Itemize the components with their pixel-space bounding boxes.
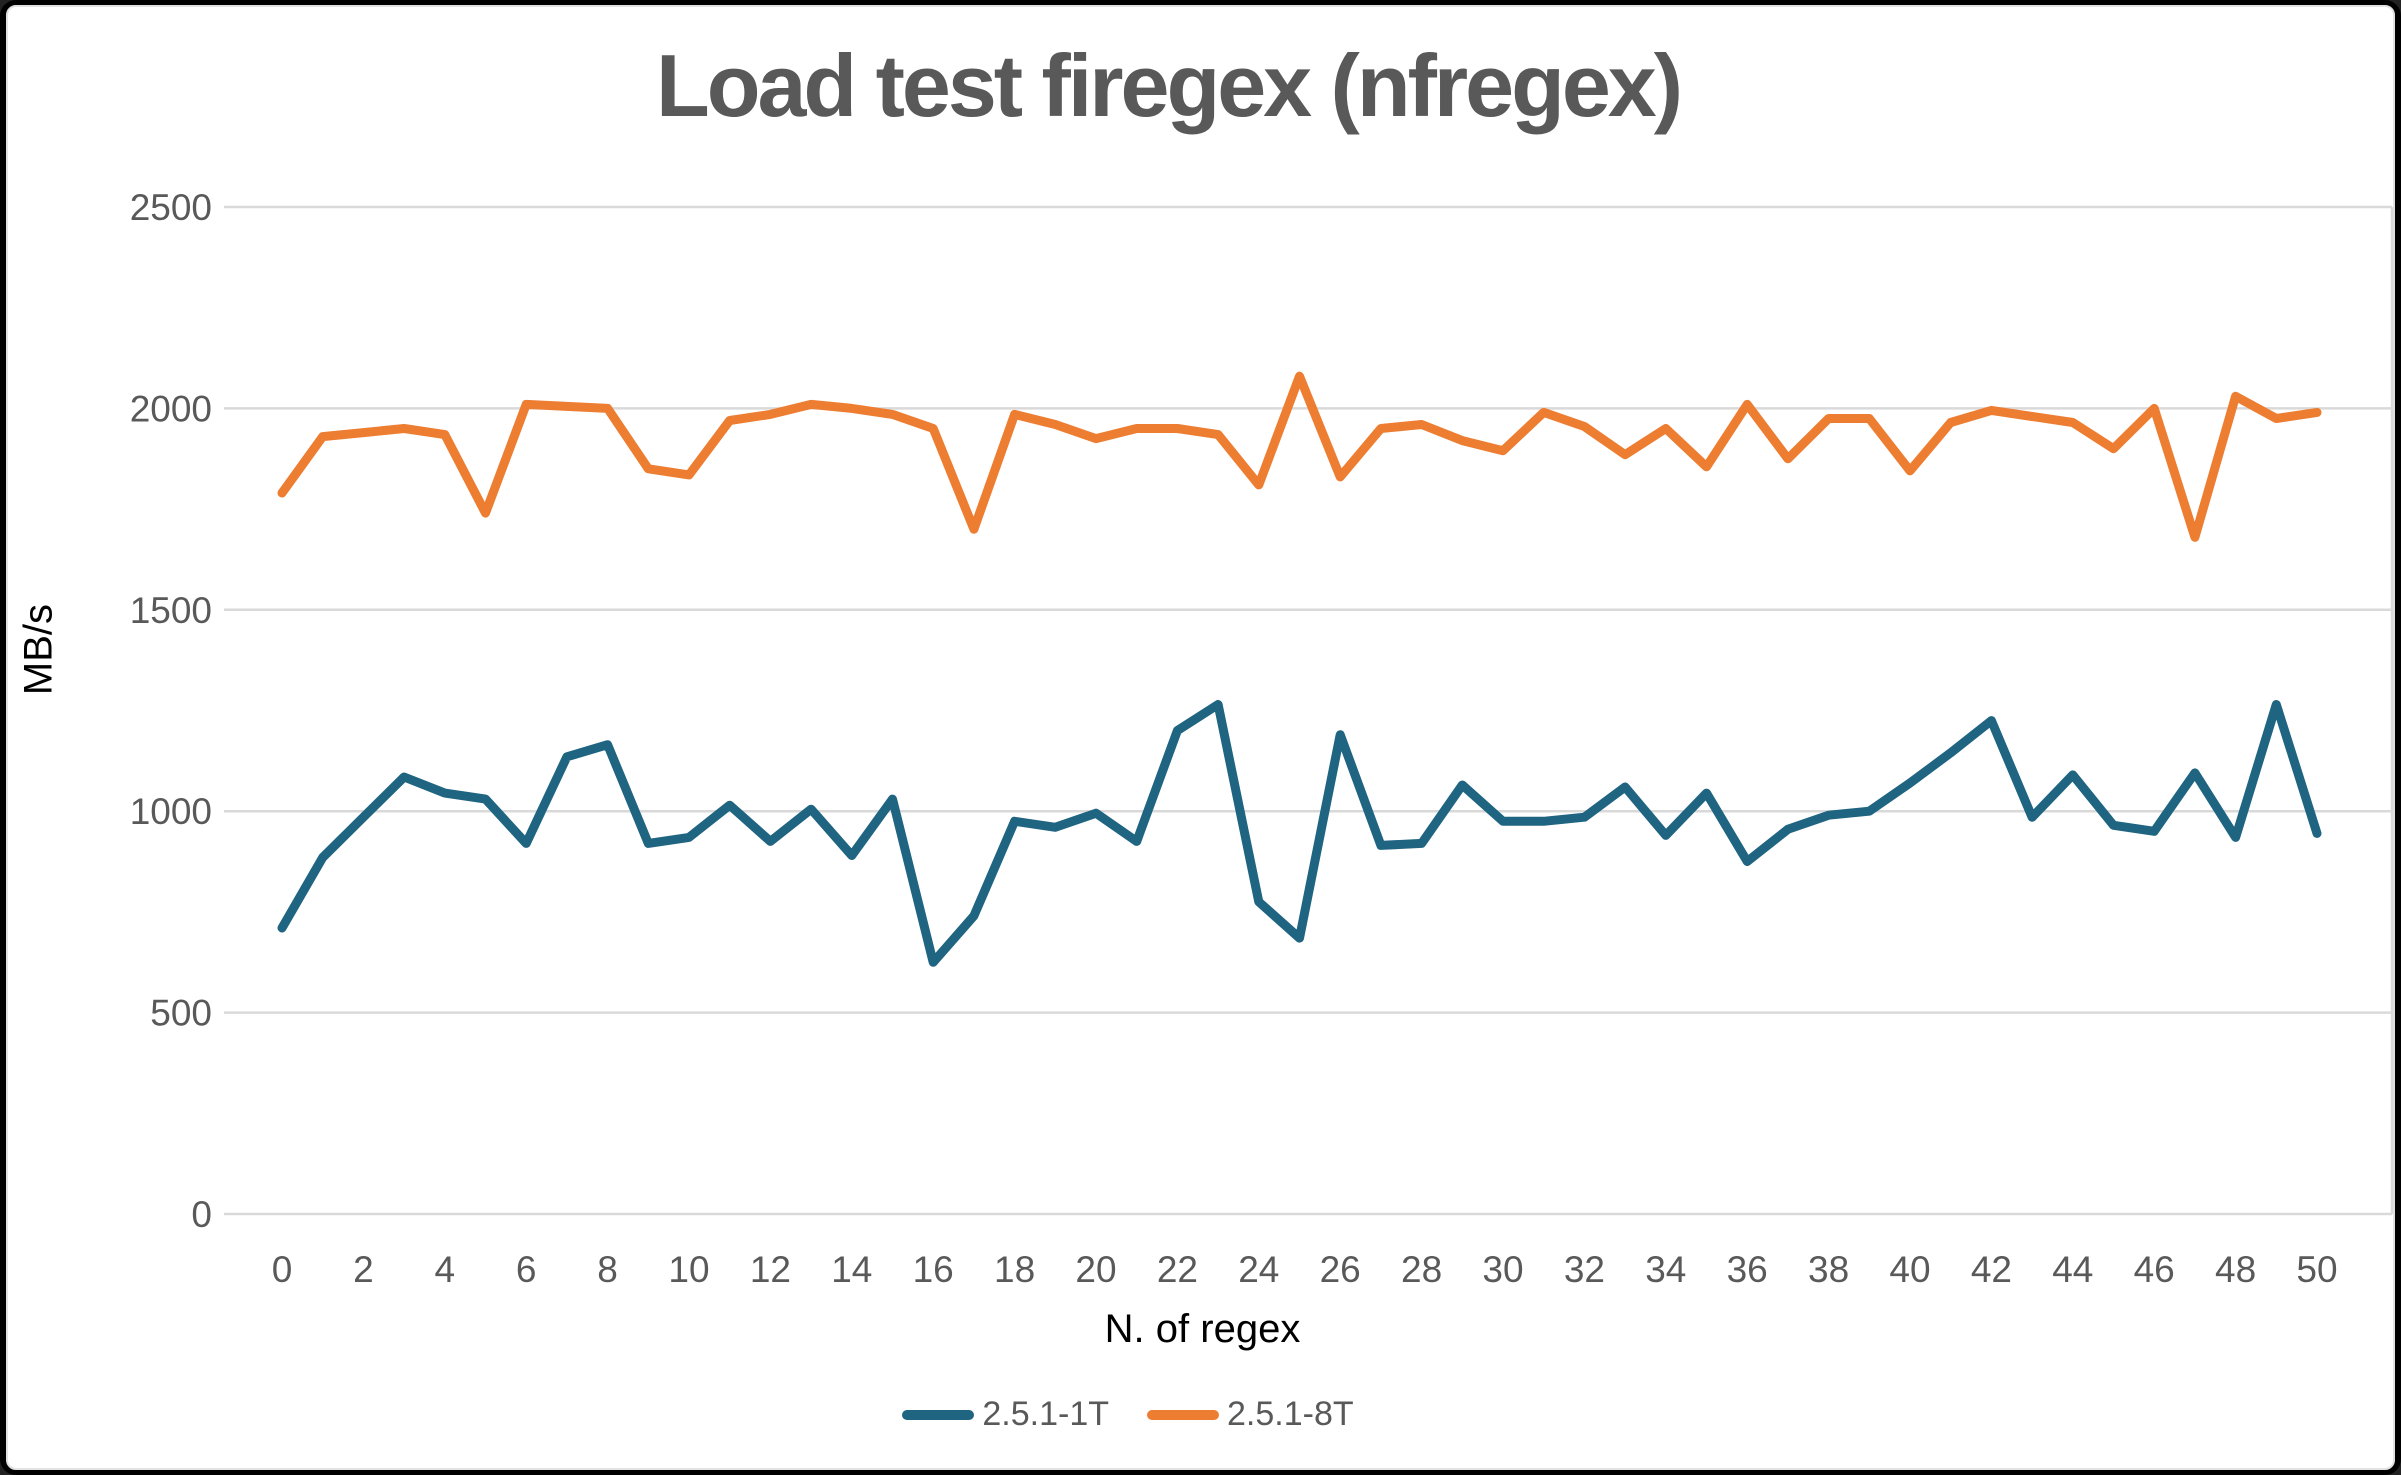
x-tick-label-4: 4: [435, 1249, 456, 1290]
y-tick-label-1500: 1500: [130, 590, 212, 631]
x-tick-label-34: 34: [1645, 1249, 1686, 1290]
x-tick-label-8: 8: [597, 1249, 618, 1290]
x-tick-label-12: 12: [750, 1249, 791, 1290]
x-tick-label-46: 46: [2134, 1249, 2175, 1290]
chart-area: Load test firegex (nfregex) 0 500 1000 1500…: [6, 5, 2395, 1470]
y-tick-label-2500: 2500: [130, 187, 212, 228]
legend-item-8T: 2.5.1-8T: [1147, 1395, 1354, 1434]
x-tick-label-42: 42: [1971, 1249, 2012, 1290]
legend-label-1T: 2.5.1-1T: [982, 1395, 1109, 1433]
x-tick-label-38: 38: [1808, 1249, 1849, 1290]
x-tick-label-10: 10: [668, 1249, 709, 1290]
legend-label-8T: 2.5.1-8T: [1227, 1395, 1354, 1433]
legend-swatch-1T: [902, 1409, 975, 1420]
y-tick-label-500: 500: [150, 993, 212, 1034]
x-tick-label-30: 30: [1482, 1249, 1523, 1290]
y-tick-label-1000: 1000: [130, 791, 212, 832]
x-tick-label-16: 16: [913, 1249, 954, 1290]
x-tick-label-6: 6: [516, 1249, 537, 1290]
legend-swatch-8T: [1147, 1409, 1219, 1420]
x-tick-label-0: 0: [272, 1249, 293, 1290]
y-axis-title: MB/s: [16, 603, 61, 696]
legend-item-1T: 2.5.1-1T: [902, 1395, 1109, 1434]
legend: 2.5.1-1T 2.5.1-8T: [8, 1395, 2248, 1434]
x-tick-label-24: 24: [1238, 1249, 1279, 1290]
x-tick-label-28: 28: [1401, 1249, 1442, 1290]
series-line-2.5.1-8T: [277, 371, 2322, 542]
series-line-2.5.1-1T: [277, 700, 2322, 967]
chart-title: Load test firegex (nfregex): [655, 36, 1683, 135]
x-tick-label-32: 32: [1564, 1249, 1605, 1290]
x-tick-label-14: 14: [831, 1249, 872, 1290]
y-tick-label-2000: 2000: [130, 388, 212, 429]
x-tick-label-18: 18: [994, 1249, 1035, 1290]
x-tick-label-44: 44: [2052, 1249, 2093, 1290]
x-tick-label-26: 26: [1320, 1249, 1361, 1290]
x-tick-label-2: 2: [353, 1249, 374, 1290]
x-tick-label-48: 48: [2215, 1249, 2256, 1290]
x-tick-label-22: 22: [1157, 1249, 1198, 1290]
x-tick-label-50: 50: [2296, 1249, 2337, 1290]
x-tick-label-20: 20: [1075, 1249, 1116, 1290]
x-axis-title: N. of regex: [1104, 1307, 1301, 1351]
x-tick-label-40: 40: [1889, 1249, 1930, 1290]
x-tick-label-36: 36: [1727, 1249, 1768, 1290]
y-tick-label-0: 0: [191, 1194, 212, 1235]
